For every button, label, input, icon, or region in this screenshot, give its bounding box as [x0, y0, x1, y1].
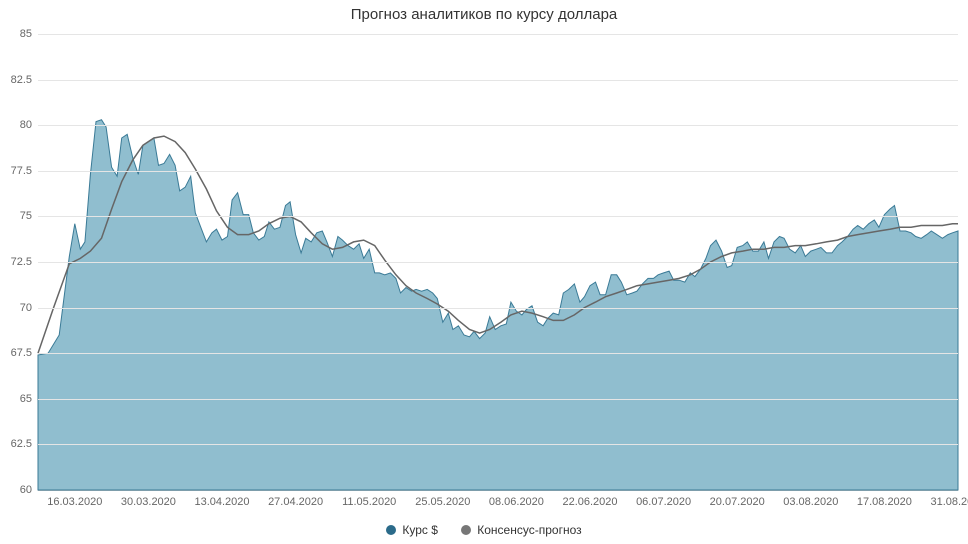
y-tick-label: 60: [20, 484, 38, 496]
x-tick-label: 25.05.2020: [415, 490, 470, 508]
chart-container: { "chart": { "type": "area-and-line", "t…: [0, 0, 968, 544]
x-tick-label: 16.03.2020: [47, 490, 102, 508]
grid-line: [38, 353, 958, 354]
x-tick-label: 22.06.2020: [562, 490, 617, 508]
x-tick-label: 06.07.2020: [636, 490, 691, 508]
legend-item-line: Консенсус-прогноз: [461, 523, 581, 537]
x-tick-label: 17.08.2020: [857, 490, 912, 508]
y-tick-label: 77.5: [11, 165, 38, 177]
chart-legend: Курс $ Консенсус-прогноз: [0, 523, 968, 538]
x-tick-label: 20.07.2020: [710, 490, 765, 508]
grid-line: [38, 444, 958, 445]
y-tick-label: 67.5: [11, 347, 38, 359]
y-tick-label: 82.5: [11, 74, 38, 86]
x-tick-label: 08.06.2020: [489, 490, 544, 508]
legend-label-area: Курс $: [402, 523, 438, 537]
grid-line: [38, 171, 958, 172]
x-tick-label: 11.05.2020: [342, 490, 396, 508]
grid-line: [38, 125, 958, 126]
grid-line: [38, 399, 958, 400]
x-tick-label: 27.04.2020: [268, 490, 323, 508]
y-tick-label: 62.5: [11, 438, 38, 450]
grid-line: [38, 262, 958, 263]
y-tick-label: 80: [20, 119, 38, 131]
legend-item-area: Курс $: [386, 523, 438, 537]
y-tick-label: 65: [20, 393, 38, 405]
x-tick-label: 13.04.2020: [194, 490, 249, 508]
chart-title: Прогноз аналитиков по курсу доллара: [0, 6, 968, 23]
y-tick-label: 85: [20, 28, 38, 40]
x-tick-label: 03.08.2020: [783, 490, 838, 508]
y-tick-label: 75: [20, 210, 38, 222]
series-area: [38, 120, 958, 490]
grid-line: [38, 308, 958, 309]
x-tick-label: 31.08.2020: [930, 490, 968, 508]
grid-line: [38, 216, 958, 217]
y-tick-label: 70: [20, 302, 38, 314]
plot-area: 6062.56567.57072.57577.58082.58516.03.20…: [38, 34, 958, 491]
legend-swatch-line: [461, 525, 471, 535]
y-tick-label: 72.5: [11, 256, 38, 268]
grid-line: [38, 34, 958, 35]
legend-swatch-area: [386, 525, 396, 535]
legend-label-line: Консенсус-прогноз: [477, 523, 581, 537]
grid-line: [38, 80, 958, 81]
x-tick-label: 30.03.2020: [121, 490, 176, 508]
